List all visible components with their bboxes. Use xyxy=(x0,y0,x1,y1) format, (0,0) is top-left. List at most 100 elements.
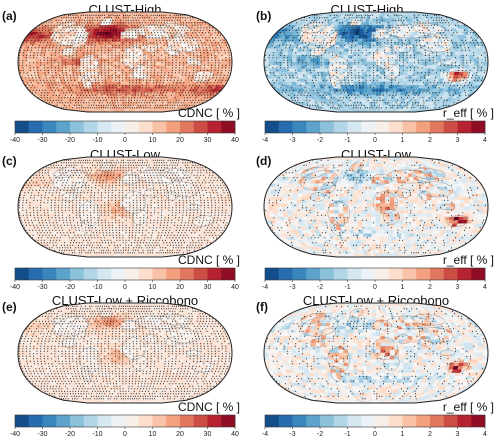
stipple-dot xyxy=(136,107,138,109)
stipple-dot xyxy=(72,97,74,99)
map-cell xyxy=(375,71,381,76)
stipple-dot xyxy=(189,57,191,59)
stipple-dot xyxy=(135,34,137,36)
panel-label: (b) xyxy=(256,9,271,23)
map-cell xyxy=(133,71,139,76)
stipple-dot xyxy=(116,94,118,96)
stipple-dot xyxy=(189,72,191,74)
map-cell xyxy=(159,71,165,76)
stipple-dot xyxy=(135,82,137,84)
stipple-dot xyxy=(122,79,124,81)
stipple-dot xyxy=(59,24,61,26)
stipple-dot xyxy=(168,87,170,89)
stipple-dot xyxy=(76,104,78,106)
stipple-dot xyxy=(186,67,188,69)
stipple-dot xyxy=(368,17,370,19)
stipple-dot xyxy=(76,69,78,71)
stipple-dot xyxy=(83,74,85,76)
stipple-dot xyxy=(203,92,205,94)
stipple-dot xyxy=(189,104,191,106)
stipple-dot xyxy=(46,79,48,81)
stipple-dot xyxy=(61,64,63,66)
stipple-dot xyxy=(156,82,158,84)
stipple-dot xyxy=(98,102,101,104)
stipple-dot xyxy=(122,27,124,29)
stipple-dot xyxy=(333,17,336,19)
map-cell xyxy=(26,65,32,69)
stipple-dot xyxy=(146,79,148,81)
map-cell xyxy=(291,65,298,69)
stipple-dot xyxy=(85,84,87,86)
map-cell xyxy=(422,55,428,59)
stipple-dot xyxy=(127,17,129,19)
colorbar-tick-label: 20 xyxy=(176,137,184,144)
stipple-dot xyxy=(104,74,106,76)
stipple-dot xyxy=(118,47,120,49)
stipple-dot xyxy=(128,27,130,29)
map-cell xyxy=(168,68,175,73)
stipple-dot xyxy=(401,17,403,19)
map-cell xyxy=(384,71,391,76)
stipple-dot xyxy=(144,99,147,101)
stipple-dot xyxy=(160,47,162,49)
map-cell xyxy=(411,41,417,46)
map-cell xyxy=(301,71,308,76)
stipple-dot xyxy=(80,89,82,91)
map-cell xyxy=(353,108,365,112)
map-cell xyxy=(268,68,275,73)
stipple-dot xyxy=(90,74,92,76)
stipple-dot xyxy=(84,32,86,34)
map-cell xyxy=(385,58,391,63)
map-cell xyxy=(27,51,33,56)
stipple-dot xyxy=(308,17,311,19)
stipple-dot xyxy=(116,92,118,94)
stipple-dot xyxy=(40,82,42,84)
stipple-dot xyxy=(154,24,156,26)
stipple-dot xyxy=(212,44,214,46)
stipple-dot xyxy=(33,72,36,74)
stipple-dot xyxy=(171,67,173,69)
stipple-dot xyxy=(129,72,131,74)
stipple-dot xyxy=(174,29,177,31)
stipple-dot xyxy=(197,92,199,94)
stipple-dot xyxy=(92,84,94,86)
stipple-dot xyxy=(110,27,112,29)
map-cell xyxy=(66,61,72,66)
stipple-dot xyxy=(122,49,124,51)
stipple-dot xyxy=(205,44,207,46)
stipple-dot xyxy=(90,49,92,51)
stipple-dot xyxy=(66,44,68,46)
map-cell xyxy=(436,55,442,59)
stipple-dot xyxy=(33,69,35,71)
stipple-dot xyxy=(32,37,34,39)
stipple-dot xyxy=(29,69,32,71)
stipple-dot xyxy=(177,44,179,46)
map-cell xyxy=(357,45,363,49)
stipple-dot xyxy=(129,62,131,64)
stipple-dot xyxy=(125,22,127,24)
stipple-dot xyxy=(210,97,212,99)
stipple-dot xyxy=(141,17,144,19)
map-cell xyxy=(320,71,326,76)
map-cell xyxy=(160,55,166,59)
stipple-dot xyxy=(71,39,73,41)
map-cell xyxy=(440,68,446,73)
stipple-dot xyxy=(150,49,152,51)
stipple-dot xyxy=(128,29,130,31)
stipple-dot xyxy=(55,49,57,51)
map-cell xyxy=(133,58,139,63)
stipple-dot xyxy=(84,82,86,84)
stipple-dot xyxy=(54,67,56,69)
stipple-dot xyxy=(101,14,103,16)
stipple-dot xyxy=(98,27,100,29)
stipple-dot xyxy=(125,49,127,51)
stipple-dot xyxy=(55,32,57,34)
stipple-dot xyxy=(179,57,181,59)
stipple-dot xyxy=(54,62,56,64)
stipple-dot xyxy=(433,14,435,16)
stipple-dot xyxy=(197,87,199,89)
stipple-dot xyxy=(193,64,195,66)
stipple-dot xyxy=(167,89,169,91)
stipple-dot xyxy=(41,27,43,29)
stipple-dot xyxy=(117,99,119,101)
